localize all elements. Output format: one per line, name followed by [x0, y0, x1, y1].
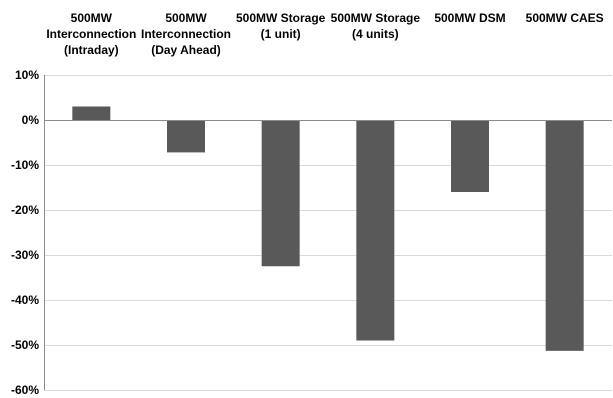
bar: [451, 120, 489, 192]
y-tick-label: 0%: [22, 113, 40, 127]
y-tick-labels: 10% 0% -10% -20% -30% -40% -50% -60%: [11, 68, 39, 397]
bar: [261, 120, 300, 267]
category-label: 500MW CAES: [526, 11, 604, 25]
y-tick-label: 10%: [15, 68, 39, 82]
category-label: 500MW: [165, 11, 207, 25]
category-label: 500MW DSM: [434, 11, 505, 25]
category-label: (1 unit): [261, 27, 301, 41]
category-label: (Intraday): [64, 43, 119, 57]
y-tick-label: -20%: [11, 203, 39, 217]
bar: [72, 106, 111, 120]
y-tick-label: -60%: [11, 383, 39, 397]
category-label: (4 units): [352, 27, 399, 41]
category-label: 500MW Storage: [236, 11, 326, 25]
bar: [545, 120, 584, 351]
category-label: 500MW: [71, 11, 113, 25]
y-tick-label: -40%: [11, 293, 39, 307]
category-label: Interconnection: [46, 27, 136, 41]
y-tick-label: -10%: [11, 158, 39, 172]
y-tick-label: -50%: [11, 338, 39, 352]
bar: [167, 120, 205, 153]
gridlines: [44, 75, 612, 391]
bars: [72, 106, 584, 351]
category-label: 500MW Storage: [331, 11, 421, 25]
y-tick-label: -30%: [11, 248, 39, 262]
category-label: (Day Ahead): [151, 43, 221, 57]
category-label: Interconnection: [141, 27, 231, 41]
category-labels: 500MW Interconnection (Intraday) 500MW Inter…: [46, 11, 603, 57]
bar: [356, 120, 395, 341]
